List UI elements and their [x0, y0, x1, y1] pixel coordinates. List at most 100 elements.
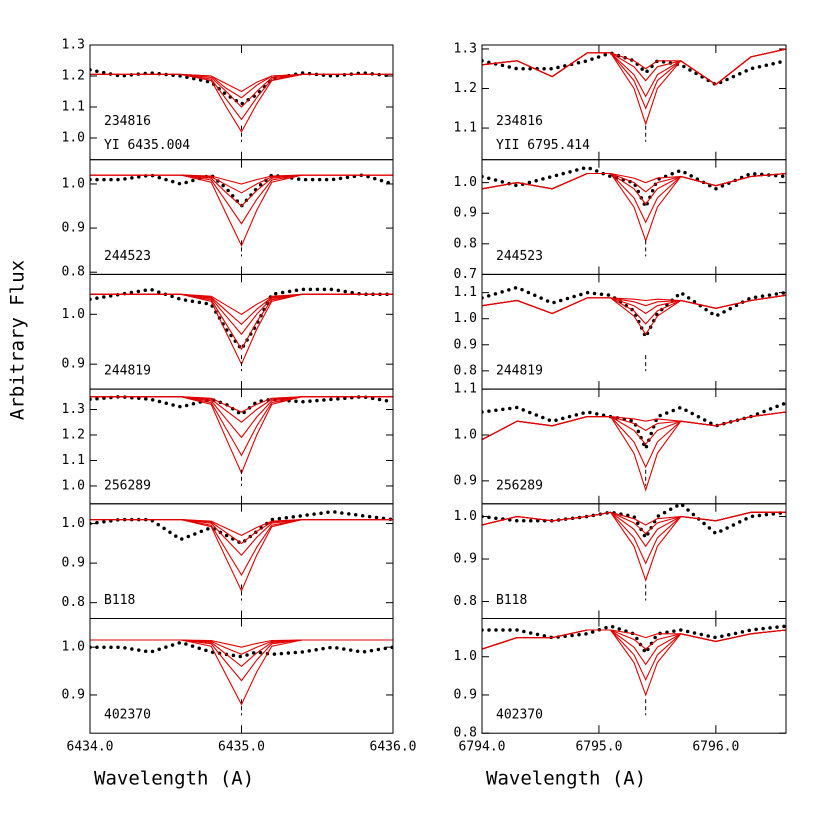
model-spectrum [90, 73, 393, 99]
model-spectrum [90, 396, 393, 439]
model-spectrum [90, 639, 393, 682]
star-label: 244819 [104, 364, 151, 379]
y-tick-label: 1.0 [62, 307, 85, 322]
y-axis-label: Arbitrary Flux [7, 260, 29, 420]
star-label: 234816 [104, 114, 151, 129]
model-spectrum [90, 73, 393, 133]
model-spectrum [482, 48, 786, 126]
model-spectrum [482, 629, 786, 666]
model-spectrum [482, 172, 786, 224]
panel-frame [89, 503, 394, 619]
x-tick-label: 6436.0 [370, 740, 417, 755]
y-tick-label: 0.8 [454, 594, 477, 609]
model-spectrum [90, 293, 393, 351]
model-spectrum [482, 411, 786, 469]
model-spectrum [482, 411, 786, 441]
observed-spectrum [90, 509, 393, 546]
y-tick-label: 0.8 [454, 363, 477, 378]
y-tick-label: 1.1 [454, 121, 477, 136]
star-label: 402370 [104, 708, 151, 723]
model-spectrum [482, 172, 786, 190]
model-spectrum [90, 396, 393, 457]
y-tick-label: 1.0 [454, 427, 477, 442]
x-axis-label: Wavelength (A) [94, 768, 254, 790]
model-spectrum [90, 639, 393, 668]
model-spectrum [482, 48, 786, 86]
model-spectrum [90, 73, 393, 121]
observed-spectrum [90, 640, 393, 659]
model-spectrum [482, 411, 786, 441]
model-spectrum [90, 293, 393, 366]
observed-spectrum [482, 285, 786, 342]
observed-spectrum [90, 173, 393, 209]
y-tick-label: 0.9 [62, 221, 85, 236]
star-label: 234816 [496, 114, 543, 129]
y-tick-label: 1.3 [62, 402, 85, 417]
y-tick-label: 0.8 [454, 726, 477, 741]
y-tick-label: 1.0 [454, 175, 477, 190]
model-spectrum [90, 174, 393, 225]
y-tick-label: 0.9 [62, 556, 85, 571]
model-spectrum [482, 629, 786, 697]
model-spectrum [90, 519, 393, 593]
model-spectrum [90, 396, 393, 423]
model-spectrum [482, 411, 786, 446]
observed-spectrum [482, 624, 786, 657]
panel-frame [89, 618, 394, 734]
model-spectrum [90, 73, 393, 93]
star-label: B118 [496, 593, 527, 608]
model-spectrum [90, 396, 393, 413]
y-tick-label: 0.7 [454, 267, 477, 282]
x-tick-label: 6795.0 [575, 740, 622, 755]
y-tick-label: 0.9 [454, 473, 477, 488]
y-tick-label: 0.9 [454, 552, 477, 567]
model-spectrum [90, 519, 393, 557]
y-tick-label: 1.0 [62, 478, 85, 493]
star-label: 256289 [496, 478, 543, 493]
y-tick-label: 1.0 [62, 640, 85, 655]
star-label: B118 [104, 593, 135, 608]
x-axis-label: Wavelength (A) [486, 768, 646, 790]
y-tick-label: 1.0 [454, 311, 477, 326]
y-tick-label: 1.1 [454, 285, 477, 300]
y-tick-label: 1.3 [62, 38, 85, 53]
model-spectrum [90, 396, 393, 475]
line-label: YII 6795.414 [496, 138, 590, 153]
observed-spectrum [90, 287, 393, 353]
model-spectrum [90, 519, 393, 577]
observed-spectrum [482, 51, 786, 87]
model-spectrum [90, 293, 393, 326]
model-spectrum [90, 293, 393, 315]
observed-spectrum [482, 503, 786, 542]
model-spectrum [482, 511, 786, 565]
star-label: 244523 [104, 249, 151, 264]
y-tick-label: 1.2 [62, 427, 85, 442]
y-tick-label: 1.0 [62, 176, 85, 191]
model-spectrum [90, 174, 393, 207]
model-spectrum [482, 294, 786, 336]
y-tick-label: 1.2 [454, 81, 477, 96]
observed-spectrum [90, 68, 393, 106]
y-tick-label: 1.0 [454, 509, 477, 524]
y-tick-label: 0.8 [62, 265, 85, 280]
x-tick-label: 6434.0 [67, 740, 114, 755]
star-label: 402370 [496, 708, 543, 723]
y-tick-label: 1.0 [62, 131, 85, 146]
y-tick-label: 1.1 [62, 453, 85, 468]
y-tick-label: 0.9 [454, 687, 477, 702]
model-spectrum [90, 174, 393, 248]
x-tick-label: 6435.0 [218, 740, 265, 755]
y-tick-label: 1.3 [454, 41, 477, 56]
model-spectrum [90, 519, 393, 537]
star-label: 244523 [496, 249, 543, 264]
line-label: YI 6435.004 [104, 138, 190, 153]
y-tick-label: 1.2 [62, 69, 85, 84]
x-tick-label: 6794.0 [459, 740, 506, 755]
y-tick-label: 0.8 [454, 236, 477, 251]
model-spectrum [90, 639, 393, 648]
y-tick-label: 1.1 [62, 100, 85, 115]
star-label: 244819 [496, 364, 543, 379]
model-spectrum [482, 48, 786, 110]
y-tick-label: 0.9 [62, 357, 85, 372]
